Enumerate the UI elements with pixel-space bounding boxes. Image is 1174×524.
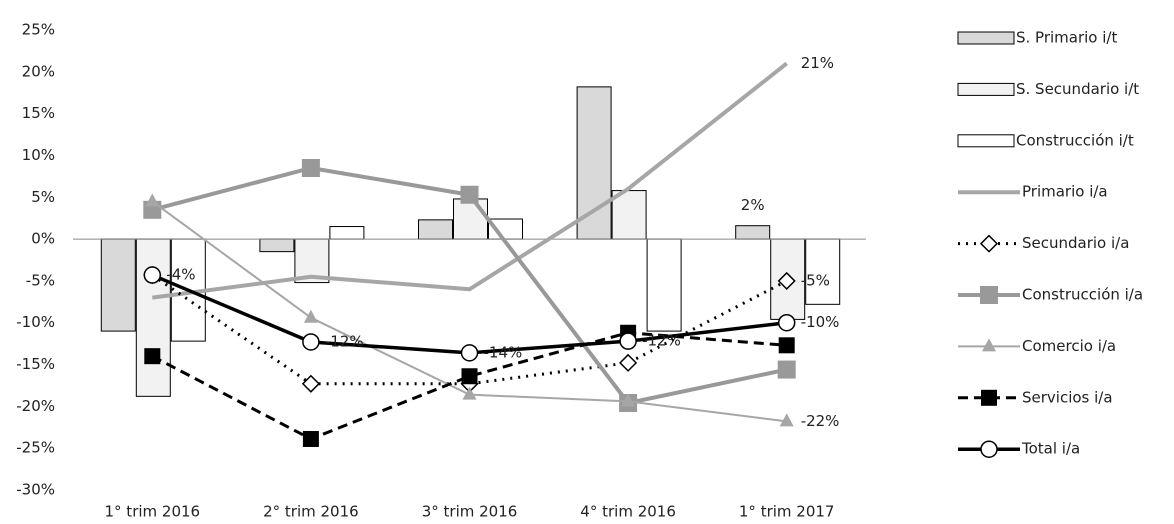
data-label: -12% (642, 332, 681, 350)
line (151, 273, 788, 386)
legend-marker (980, 286, 998, 304)
legend-marker (981, 389, 997, 406)
point (777, 271, 796, 290)
x-tick-label: 3° trim 2016 (422, 503, 518, 521)
data-label: -22% (801, 412, 840, 430)
data-label: -5% (801, 271, 830, 289)
point (302, 333, 320, 351)
point (303, 309, 318, 323)
legend-label: Construcción i/t (1016, 131, 1134, 149)
y-tick-label: 5% (31, 188, 55, 206)
bar (135, 238, 171, 397)
y-tick-label: 25% (22, 21, 55, 39)
line (152, 61, 788, 300)
point (619, 353, 638, 372)
data-label: 21% (801, 54, 834, 72)
legend-swatch (957, 134, 1015, 148)
y-tick-label: 20% (22, 62, 55, 80)
x-tick-label: 2° trim 2016 (263, 503, 359, 521)
legend-label: Secundario i/a (1022, 234, 1129, 252)
data-label: -4% (166, 266, 195, 284)
y-tick-label: -25% (16, 439, 55, 457)
x-tick-label: 1° trim 2017 (739, 503, 835, 521)
x-tick-label: 4° trim 2016 (580, 503, 676, 521)
point (777, 360, 796, 379)
data-label: 2% (741, 196, 765, 214)
legend-marker (980, 440, 998, 458)
point (460, 185, 479, 204)
legend-label: S. Primario i/t (1016, 29, 1117, 47)
bar (576, 86, 612, 240)
y-tick-label: -5% (26, 271, 55, 289)
line (151, 331, 787, 441)
legend-label: Servicios i/a (1022, 388, 1113, 406)
data-label: -14% (484, 343, 523, 361)
bar (735, 225, 771, 240)
y-tick-label: -15% (16, 355, 55, 373)
point (143, 266, 162, 284)
point (461, 368, 478, 385)
point (302, 430, 319, 447)
point (777, 313, 796, 332)
bar (259, 238, 295, 253)
legend-label: S. Secundario i/t (1016, 80, 1139, 98)
point (779, 413, 794, 427)
legend-label: Total i/a (1021, 440, 1080, 458)
y-tick-label: -10% (16, 313, 55, 331)
x-tick-label: 1° trim 2016 (105, 503, 201, 521)
y-tick-label: -20% (16, 397, 55, 415)
legend-label: Primario i/a (1022, 183, 1108, 201)
y-tick-label: -30% (16, 481, 55, 499)
point (619, 332, 637, 350)
point (621, 393, 636, 407)
bar (418, 219, 453, 240)
bar (100, 238, 136, 332)
bar (805, 238, 841, 305)
legend-marker (982, 338, 996, 352)
bar (329, 226, 365, 240)
legend-swatch (957, 31, 1015, 45)
point (462, 386, 477, 400)
point (301, 374, 320, 393)
bar (646, 238, 682, 332)
data-label: -10% (801, 313, 840, 331)
legend-label: Construcción i/a (1022, 286, 1143, 304)
bar (453, 198, 488, 240)
point (460, 344, 479, 362)
y-tick-label: 15% (22, 104, 55, 122)
y-tick-label: 0% (31, 230, 55, 248)
point (778, 337, 795, 354)
data-label: -12% (325, 332, 364, 350)
legend-label: Comercio i/a (1022, 337, 1116, 355)
point (145, 193, 160, 207)
y-tick-label: 10% (22, 146, 55, 164)
legend-marker (979, 234, 999, 253)
point (301, 159, 320, 177)
legend-swatch (957, 82, 1015, 96)
point (144, 348, 161, 365)
